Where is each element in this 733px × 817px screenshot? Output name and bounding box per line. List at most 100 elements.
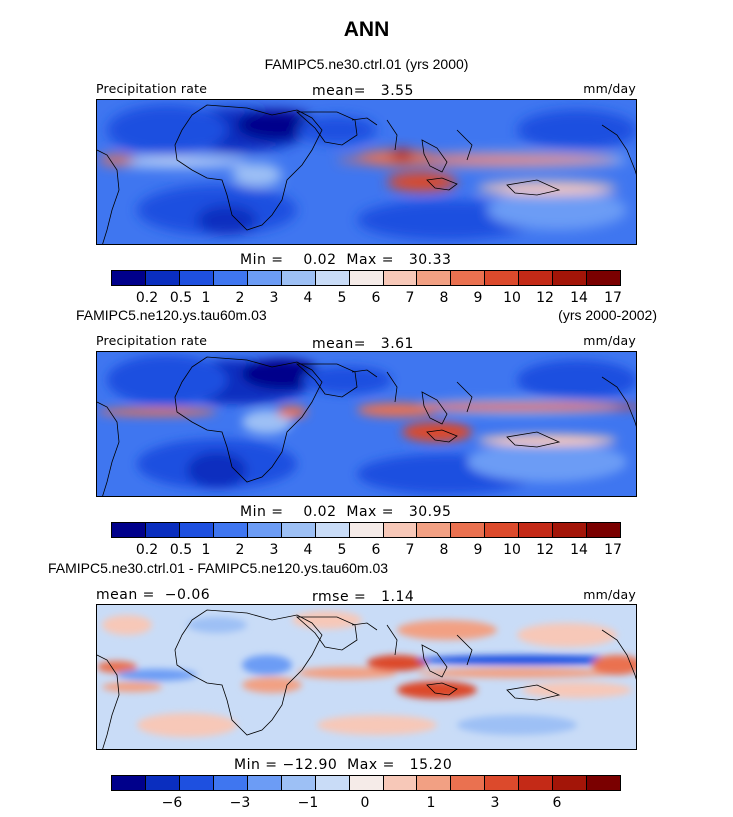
panel-1-precip-map	[96, 99, 637, 245]
colorbar-swatch	[145, 271, 180, 285]
colorbar-tick-label: 8	[439, 542, 449, 558]
colorbar-tick-label: 2	[235, 290, 245, 306]
colorbar-swatch	[281, 776, 316, 790]
colorbar-swatch	[349, 523, 384, 537]
panel-1-field-label: Precipitation rate	[96, 81, 208, 96]
colorbar-swatch	[179, 523, 214, 537]
colorbar-swatch	[451, 523, 486, 537]
colorbar-tick-label: 1	[201, 542, 211, 558]
panel-2-colorbar	[111, 522, 621, 538]
colorbar-swatch	[315, 271, 350, 285]
colorbar-swatch	[519, 271, 554, 285]
panel-2-min-max: Min = 0.02 Max = 30.95	[240, 504, 452, 520]
colorbar-tick-label: 14	[570, 542, 588, 558]
colorbar-swatch	[383, 271, 418, 285]
colorbar-swatch	[213, 523, 248, 537]
panel-2-years: (yrs 2000-2002)	[558, 307, 657, 323]
colorbar-swatch	[179, 776, 214, 790]
colorbar-swatch	[349, 271, 384, 285]
colorbar-swatch	[315, 523, 350, 537]
colorbar-tick-label: 9	[473, 542, 483, 558]
colorbar-tick-label: 7	[405, 290, 415, 306]
colorbar-swatch	[485, 776, 520, 790]
colorbar-swatch	[145, 776, 180, 790]
panel-1-units: mm/day	[583, 81, 636, 96]
colorbar-tick-label: 10	[503, 542, 521, 558]
colorbar-tick-label: 0.2	[135, 542, 159, 558]
colorbar-swatch	[247, 776, 282, 790]
colorbar-swatch	[179, 271, 214, 285]
colorbar-tick-label: 1	[201, 290, 211, 306]
colorbar-tick-label: 0	[360, 795, 370, 811]
colorbar-swatch	[247, 271, 282, 285]
panel-3-mean: mean = −0.06	[96, 587, 211, 603]
colorbar-swatch	[112, 523, 146, 537]
panel-2-mean: mean= 3.61	[312, 336, 414, 352]
colorbar-swatch	[587, 271, 621, 285]
panel-2-units: mm/day	[583, 333, 636, 348]
panel-3-rmse: rmse = 1.14	[312, 589, 415, 605]
panel-3-case-label: FAMIPC5.ne30.ctrl.01 - FAMIPC5.ne120.ys.…	[48, 560, 389, 576]
colorbar-swatch	[519, 776, 554, 790]
colorbar-tick-label: 14	[570, 290, 588, 306]
colorbar-swatch	[553, 523, 588, 537]
colorbar-tick-label: 6	[371, 290, 381, 306]
colorbar-swatch	[112, 776, 146, 790]
colorbar-tick-label: 12	[536, 542, 554, 558]
panel-1-case-label: FAMIPC5.ne30.ctrl.01 (yrs 2000)	[264, 56, 469, 72]
colorbar-swatch	[587, 776, 621, 790]
colorbar-tick-label: 5	[337, 542, 347, 558]
colorbar-swatch	[587, 523, 621, 537]
colorbar-swatch	[315, 776, 350, 790]
colorbar-tick-label: 0.2	[135, 290, 159, 306]
colorbar-tick-label: 6	[371, 542, 381, 558]
panel-3-min-max: Min = −12.90 Max = 15.20	[234, 757, 453, 773]
colorbar-swatch	[383, 776, 418, 790]
colorbar-swatch	[213, 271, 248, 285]
colorbar-tick-label: 9	[473, 290, 483, 306]
colorbar-swatch	[417, 776, 452, 790]
colorbar-tick-label: −3	[229, 795, 251, 811]
colorbar-swatch	[213, 776, 248, 790]
page-title: ANN	[343, 18, 390, 41]
colorbar-tick-label: 4	[303, 290, 313, 306]
colorbar-tick-label: −1	[297, 795, 319, 811]
colorbar-swatch	[451, 776, 486, 790]
colorbar-swatch	[281, 523, 316, 537]
colorbar-tick-label: 3	[269, 542, 279, 558]
colorbar-tick-label: 8	[439, 290, 449, 306]
colorbar-tick-label: −6	[161, 795, 183, 811]
colorbar-swatch	[417, 271, 452, 285]
panel-1-min-max: Min = 0.02 Max = 30.33	[240, 252, 452, 268]
colorbar-swatch	[519, 523, 554, 537]
panel-3-units: mm/day	[583, 587, 636, 602]
colorbar-tick-label: 6	[552, 795, 562, 811]
panel-1-colorbar	[111, 270, 621, 286]
colorbar-swatch	[281, 271, 316, 285]
panel-2-case-label: FAMIPC5.ne120.ys.tau60m.03	[76, 307, 267, 323]
colorbar-tick-label: 12	[536, 290, 554, 306]
colorbar-swatch	[349, 776, 384, 790]
colorbar-swatch	[383, 523, 418, 537]
colorbar-tick-label: 5	[337, 290, 347, 306]
colorbar-swatch	[485, 271, 520, 285]
colorbar-tick-label: 1	[426, 795, 436, 811]
colorbar-tick-label: 17	[604, 290, 622, 306]
colorbar-tick-label: 3	[490, 795, 500, 811]
colorbar-swatch	[451, 271, 486, 285]
colorbar-tick-label: 2	[235, 542, 245, 558]
panel-1-mean: mean= 3.55	[312, 83, 414, 99]
colorbar-tick-label: 3	[269, 290, 279, 306]
colorbar-swatch	[553, 776, 588, 790]
panel-3-diff-map	[96, 604, 637, 750]
colorbar-swatch	[112, 271, 146, 285]
colorbar-swatch	[247, 523, 282, 537]
colorbar-tick-label: 4	[303, 542, 313, 558]
colorbar-swatch	[485, 523, 520, 537]
colorbar-swatch	[553, 271, 588, 285]
panel-2-precip-map	[96, 351, 637, 497]
panel-3-colorbar	[111, 775, 621, 791]
panel-2-field-label: Precipitation rate	[96, 333, 208, 348]
colorbar-tick-label: 0.5	[169, 542, 193, 558]
colorbar-swatch	[145, 523, 180, 537]
